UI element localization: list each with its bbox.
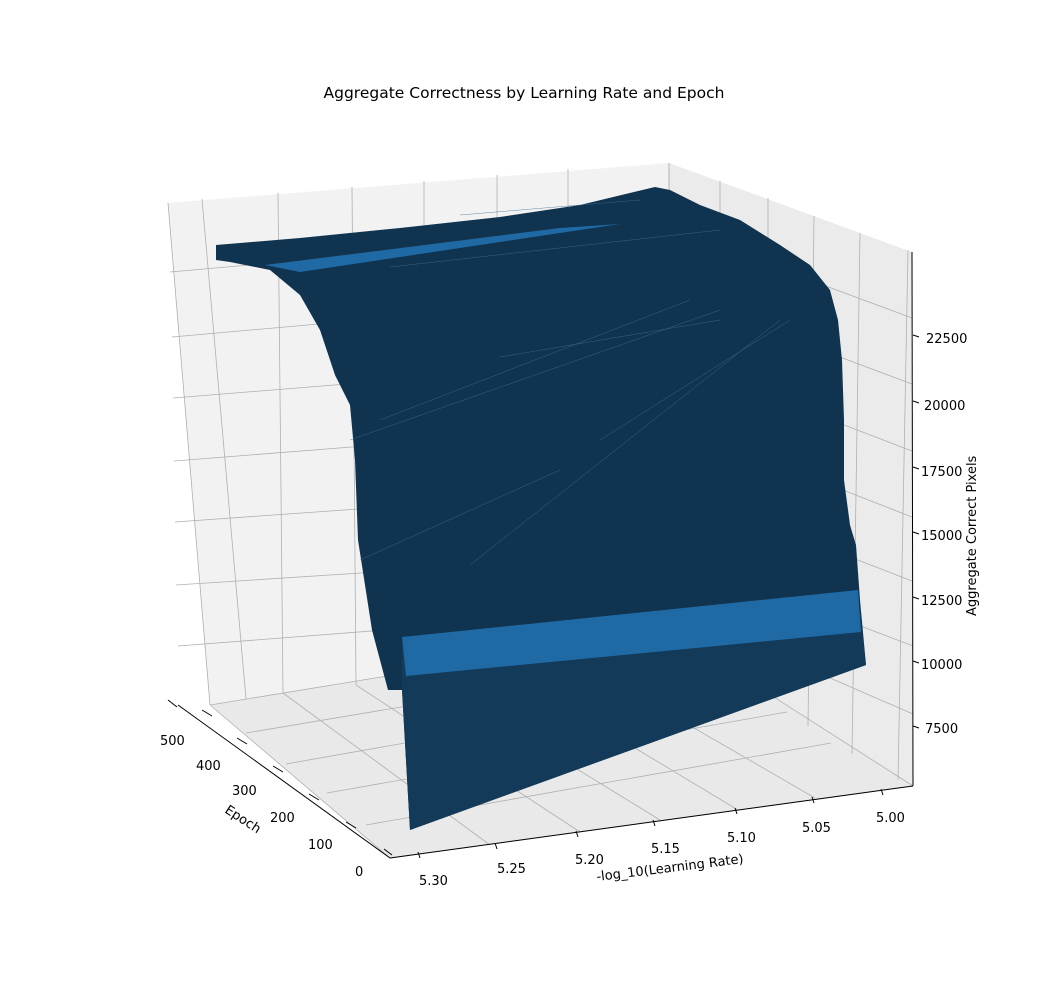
z-tick-label: 15000 [921,529,962,544]
axis-lines [177,251,914,859]
lr-tick-label: 5.10 [727,831,756,846]
epoch-tick-label: 200 [270,811,295,826]
z-tick-label: 12500 [921,594,962,609]
epoch-tick-label: 100 [308,838,333,853]
lr-axis-line [389,785,914,859]
z-tick-label: 20000 [924,399,965,414]
epoch-tick-label: 300 [232,784,257,799]
lr-tick-label: 5.20 [575,853,604,868]
epoch-axis-line [177,704,391,859]
lr-tick-label: 5.00 [876,811,905,826]
epoch-tick-label: 0 [355,865,363,880]
z-tick-label: 10000 [921,658,962,673]
epoch-tick-label: 500 [160,734,185,749]
lr-tick-label: 5.05 [802,821,831,836]
epoch-axis-label: Epoch [222,803,264,837]
z-axis-label: Aggregate Correct Pixels [965,455,980,616]
lr-tick-labels: 5.30 5.25 5.20 5.15 5.10 5.05 5.00 [419,811,905,889]
chart-title: Aggregate Correctness by Learning Rate a… [323,84,725,102]
z-tick-labels: 7500 10000 12500 15000 17500 20000 22500 [921,332,967,737]
epoch-tick-labels: 0 100 200 300 400 500 [160,734,363,880]
lr-tick-label: 5.15 [651,842,680,857]
z-tick-label: 22500 [926,332,967,347]
surface [216,187,866,830]
highlight-band-top [265,224,620,272]
tick-marks [167,334,920,859]
lr-tick-label: 5.30 [419,874,448,889]
lr-tick-label: 5.25 [497,862,526,877]
z-axis-line [911,251,914,787]
z-tick-label: 17500 [921,465,962,480]
highlight-band-bottom [402,590,861,676]
epoch-tick-label: 400 [196,759,221,774]
z-tick-label: 7500 [925,722,958,737]
